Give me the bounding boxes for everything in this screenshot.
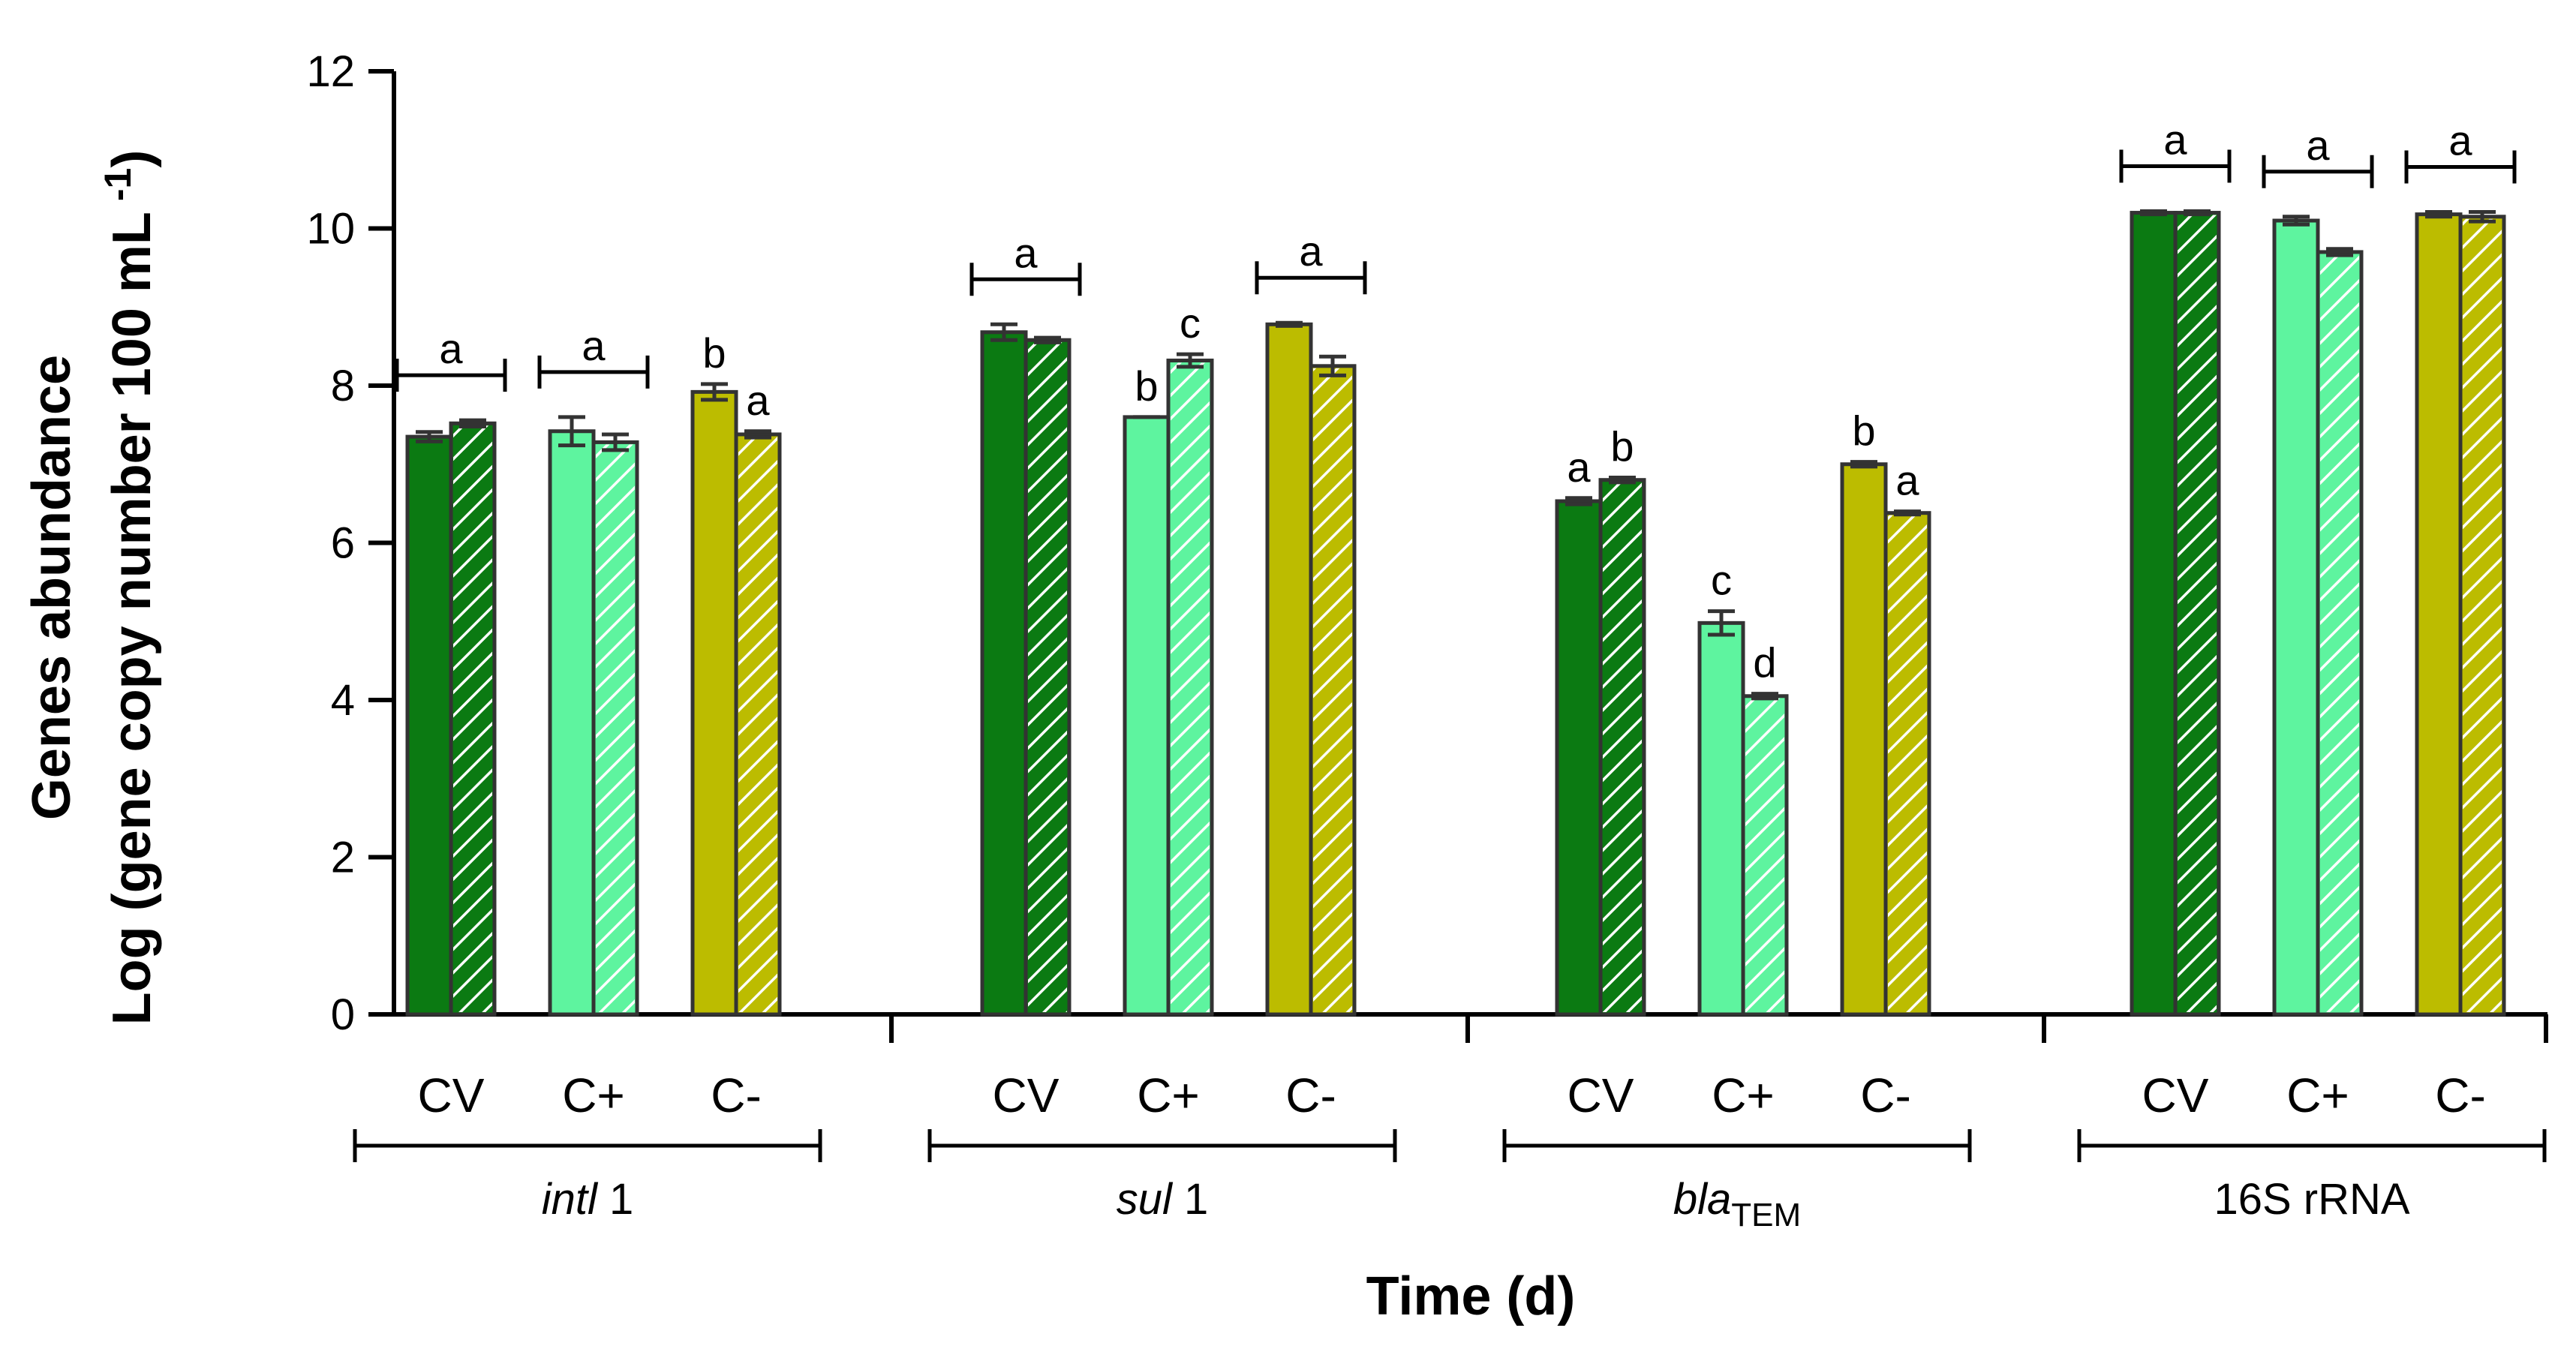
bar-hatch-overlay [1745,698,1784,1012]
category-label: C+ [1137,1068,1200,1122]
category-label: C- [711,1068,762,1122]
bar-hatch-overlay [738,436,777,1012]
group-label: 16S rRNA [2214,1175,2409,1224]
bar-hatch-overlay [2178,215,2217,1012]
bar-C+-solid [1123,415,1171,1017]
bar-CV-solid [1555,499,1603,1017]
significance-letter: b [1852,407,1875,455]
category-label: C+ [562,1068,625,1122]
significance-letter: b [1610,423,1634,470]
bar-hatch-overlay [1028,342,1067,1012]
bar-C+-solid [2272,218,2320,1017]
significance-letter: a [1299,227,1323,275]
y-tick-label: 8 [331,362,355,410]
category-label: CV [1568,1068,1634,1122]
group-label: blaTEM [1673,1175,1801,1233]
significance-letter: b [702,329,726,377]
y-tick-label: 10 [306,205,355,254]
category-label: C- [1860,1068,1911,1122]
group-label-main: bla [1673,1175,1731,1224]
group-label: sul 1 [1117,1175,1209,1224]
y-tick-label: 12 [306,47,355,96]
bar-CV-solid [405,434,453,1017]
significance-letter: a [582,322,606,369]
significance-letter: a [1567,443,1591,491]
bar-C--solid [1265,322,1313,1017]
group-label-suffix: 1 [1172,1175,1208,1224]
bar-C--solid [1840,462,1888,1017]
category-label: C- [2435,1068,2486,1122]
significance-letter: a [1014,229,1038,276]
significance-letter: a [2448,117,2472,164]
y-axis-title-line2: Log (gene copy number 100 mL -1) [97,150,162,1026]
bar-hatch-overlay [1313,368,1352,1012]
bar-hatch-overlay [453,425,492,1012]
group-label-subscript: TEM [1731,1197,1801,1233]
y-axis: 0 2 4 6 8 10 12 [306,47,396,1039]
category-label: C- [1285,1068,1336,1122]
significance-letter: c [1711,557,1732,604]
significance-letter: a [1895,457,1919,504]
bar-hatch-overlay [2463,218,2502,1013]
bar-hatch-overlay [1171,362,1210,1013]
y-axis-title-main: Log (gene copy number 100 mL [102,212,162,1025]
bars-layer [405,209,2506,1017]
category-label: C+ [2286,1068,2349,1122]
group-label-main: intl [542,1175,599,1224]
bar-C+-solid [548,429,596,1017]
y-tick-label: 6 [331,519,355,568]
group-label: intl 1 [542,1175,634,1224]
significance-letter: b [1135,362,1158,410]
category-label: CV [993,1068,1060,1122]
x-axis [394,1012,2548,1043]
y-axis-title-sup: -1 [97,168,139,201]
bar-hatch-overlay [1603,482,1642,1012]
bar-CV-solid [980,330,1028,1017]
group-label-main: sul [1117,1175,1174,1224]
bar-C--solid [690,389,738,1017]
x-axis-title: Time (d) [1366,1266,1576,1326]
significance-letter: a [746,377,770,424]
y-tick-label: 4 [331,676,355,725]
bar-C--solid [2415,212,2463,1017]
bar-C+-solid [1697,620,1745,1017]
category-label: CV [2142,1068,2209,1122]
bar-hatch-overlay [596,444,635,1012]
bar-hatch-overlay [1888,515,1927,1012]
group-label-main: 16S rRNA [2214,1175,2409,1224]
significance-letter: a [439,325,463,372]
significance-letter: a [2306,122,2330,169]
y-axis-title-line1: Genes abundance [22,355,82,820]
y-tick-label: 0 [331,990,355,1039]
significance-letter: a [2163,116,2187,163]
bar-hatch-overlay [2320,254,2359,1012]
y-axis-title-close: ) [102,150,162,168]
category-label: CV [418,1068,485,1122]
category-label: C+ [1712,1068,1775,1122]
significance-letter: c [1180,299,1201,347]
category-labels: CV C+ C-intl 1 CV C+ C-sul 1 CV C+ C-blaTEM CV C+ C… [353,1068,2547,1233]
group-label-suffix: 1 [597,1175,633,1224]
y-tick-label: 2 [331,834,355,882]
bar-CV-solid [2130,211,2178,1017]
significance-letter: d [1753,639,1776,687]
